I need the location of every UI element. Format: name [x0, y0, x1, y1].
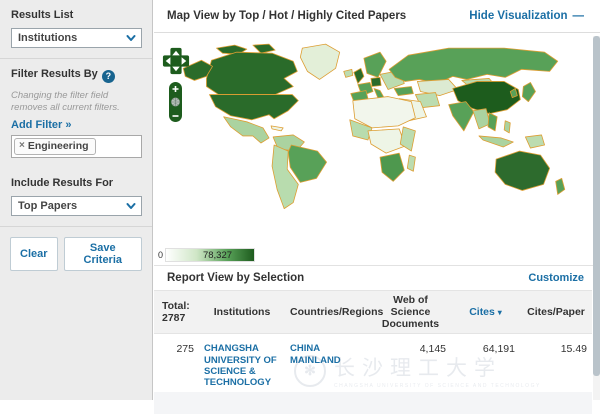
legend-min-value: 0	[158, 250, 163, 260]
results-table: Total: 2787 Institutions Countries/Regio…	[154, 290, 592, 414]
country-greenland[interactable]	[300, 44, 339, 79]
filter-by-label: Filter Results By?	[11, 68, 142, 83]
results-list-label: Results List	[11, 9, 142, 21]
cell-total: 275	[154, 340, 199, 358]
results-list-select[interactable]: Institutions	[11, 28, 142, 48]
chevron-down-icon	[125, 200, 137, 212]
results-list-value: Institutions	[18, 32, 77, 44]
country-arctic-islands[interactable]	[253, 44, 275, 53]
country-new-guinea[interactable]	[525, 135, 544, 148]
sort-desc-icon: ▾	[498, 308, 502, 317]
results-list-section: Results List Institutions	[0, 0, 152, 58]
col-header-total[interactable]: Total: 2787	[154, 297, 199, 327]
cell-cites-per-paper: 15.49	[520, 340, 592, 358]
hide-visualization-link[interactable]: Hide Visualization —	[469, 10, 584, 22]
map-zoom-control[interactable]	[168, 81, 183, 123]
col-header-cites-per-paper[interactable]: Cites/Paper	[520, 303, 592, 321]
filter-section: Filter Results By? Changing the filter f…	[0, 59, 152, 168]
cell-country: CHINA MAINLAND	[285, 340, 370, 369]
filter-chip-engineering[interactable]: × Engineering	[14, 138, 96, 155]
vertical-scrollbar[interactable]	[593, 36, 600, 400]
country-indonesia[interactable]	[479, 136, 513, 147]
scrollbar-thumb[interactable]	[593, 36, 600, 376]
remove-filter-icon[interactable]: ×	[19, 140, 25, 151]
map-legend: 0 78,327	[158, 248, 255, 262]
country-iceland[interactable]	[344, 69, 353, 77]
filter-input-box[interactable]: × Engineering	[11, 135, 142, 158]
country-united-states[interactable]	[209, 95, 298, 120]
esi-indicators-page: { "sidebar": { "results_list": { "label"…	[0, 0, 600, 400]
clear-button[interactable]: Clear	[10, 237, 58, 271]
chevron-down-icon	[125, 32, 137, 44]
country-mexico[interactable]	[224, 117, 269, 143]
col-header-countries[interactable]: Countries/Regions	[285, 303, 370, 321]
help-icon[interactable]: ?	[102, 70, 115, 83]
world-map[interactable]	[156, 37, 592, 247]
cell-institution: CHANGSHA UNIVERSITY OF SCIENCE & TECHNOL…	[199, 340, 285, 392]
map-area: 0 78,327	[154, 33, 600, 265]
country-australia[interactable]	[495, 151, 549, 190]
col-header-institutions[interactable]: Institutions	[199, 303, 285, 321]
filter-note: Changing the filter field removes all cu…	[11, 90, 142, 114]
table-row: 275 CHANGSHA UNIVERSITY OF SCIENCE & TEC…	[154, 334, 592, 392]
customize-link[interactable]: Customize	[528, 272, 584, 284]
country-new-zealand[interactable]	[556, 178, 565, 194]
country-link[interactable]: CHINA MAINLAND	[290, 343, 365, 366]
map-view-title: Map View by Top / Hot / Highly Cited Pap…	[167, 10, 406, 22]
country-brazil[interactable]	[288, 145, 326, 182]
main-panel: Map View by Top / Hot / Highly Cited Pap…	[154, 0, 600, 400]
country-russia[interactable]	[389, 48, 558, 83]
report-view-title: Report View by Selection	[167, 272, 304, 284]
country-madagascar[interactable]	[407, 155, 415, 171]
country-vietnam[interactable]	[488, 113, 497, 131]
add-filter-link[interactable]: Add Filter »	[11, 119, 72, 131]
country-north-africa[interactable]	[353, 97, 416, 128]
country-canada[interactable]	[206, 52, 297, 94]
empty-table-stripe	[154, 392, 592, 414]
include-section: Include Results For Top Papers	[0, 168, 152, 226]
save-criteria-button[interactable]: Save Criteria	[64, 237, 142, 271]
cell-wos-documents: 4,145	[370, 340, 451, 358]
country-japan[interactable]	[522, 82, 535, 101]
table-header-row: Total: 2787 Institutions Countries/Regio…	[154, 290, 592, 334]
country-philippines[interactable]	[504, 121, 510, 133]
col-header-cites-sorted[interactable]: Cites ▾	[451, 303, 520, 321]
col-header-wos-documents[interactable]: Web of Science Documents	[370, 291, 451, 333]
include-select[interactable]: Top Papers	[11, 196, 142, 216]
country-south-africa[interactable]	[380, 153, 404, 181]
filter-chip-label: Engineering	[28, 140, 89, 152]
report-view-header: Report View by Selection Customize	[154, 265, 600, 290]
collapse-icon: —	[573, 10, 585, 22]
sidebar: Results List Institutions Filter Results…	[0, 0, 153, 400]
include-label: Include Results For	[11, 177, 142, 189]
include-value: Top Papers	[18, 200, 77, 212]
country-caribbean[interactable]	[271, 126, 283, 131]
legend-max-value: 78,327	[203, 250, 232, 261]
country-germany[interactable]	[371, 77, 381, 86]
sidebar-actions: Clear Save Criteria	[0, 227, 152, 281]
country-united-kingdom[interactable]	[354, 68, 364, 83]
map-pan-control[interactable]	[162, 47, 190, 75]
map-view-header: Map View by Top / Hot / Highly Cited Pap…	[154, 0, 600, 33]
cell-cites: 64,191	[451, 340, 520, 358]
country-turkey[interactable]	[394, 86, 413, 95]
institution-link[interactable]: CHANGSHA UNIVERSITY OF SCIENCE & TECHNOL…	[204, 343, 280, 389]
legend-gradient-bar: 78,327	[165, 248, 255, 262]
country-central-asia[interactable]	[417, 79, 457, 95]
country-central-africa[interactable]	[368, 129, 405, 153]
